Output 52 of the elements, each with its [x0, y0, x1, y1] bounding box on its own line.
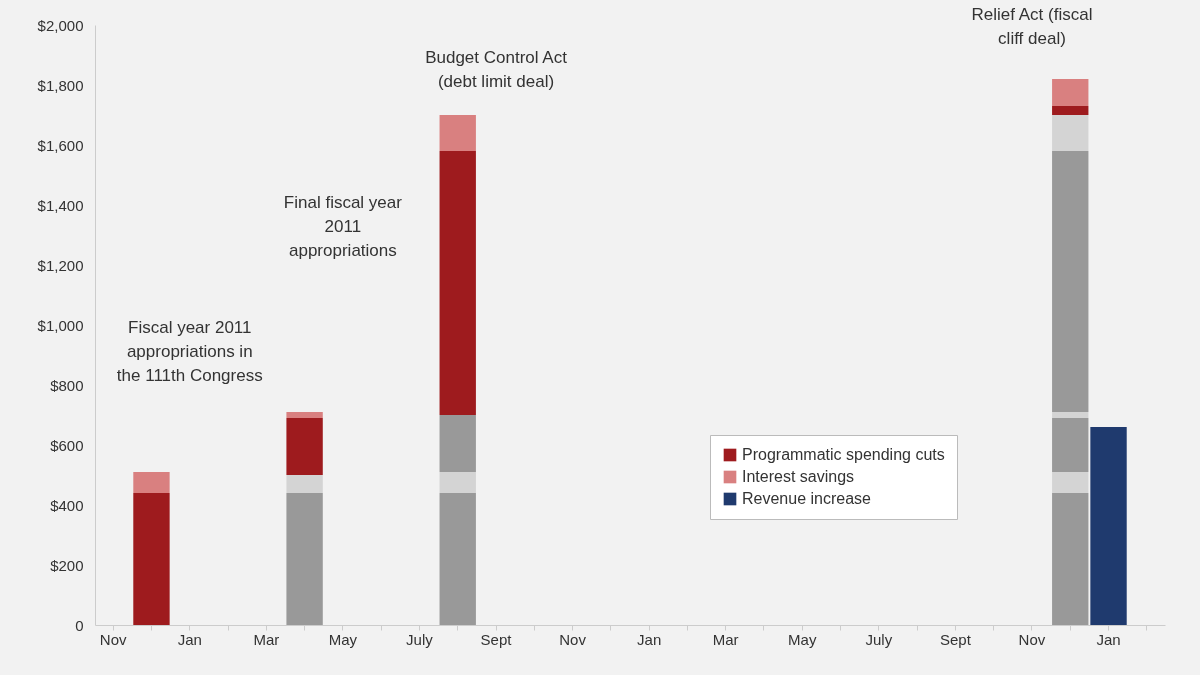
bar: [133, 472, 170, 493]
x-tick-label: Nov: [99, 630, 128, 648]
bar: [439, 151, 476, 415]
bar: [1052, 151, 1089, 412]
bar: [286, 493, 323, 625]
x-tick-label: July: [865, 630, 893, 648]
y-tick-label: $1,200: [37, 256, 84, 274]
bar: [439, 472, 476, 493]
legend-label: Programmatic spending cuts: [742, 446, 945, 463]
y-tick-label: $600: [50, 436, 84, 454]
annotation: Budget Control Act (debt limit deal): [425, 48, 568, 91]
annotation: Final fiscal year 2011 appropriations: [283, 193, 403, 260]
y-tick-label: $400: [50, 496, 84, 514]
bar: [1052, 115, 1089, 151]
x-tick-label: Nov: [559, 630, 587, 648]
y-tick-label: $1,800: [37, 76, 84, 94]
bar: [1052, 493, 1089, 625]
x-tick-label: July: [406, 630, 434, 648]
y-tick-label: $200: [50, 556, 84, 574]
bar: [1052, 472, 1089, 493]
x-tick-label: Mar: [712, 630, 739, 648]
bar: [1052, 418, 1089, 472]
y-tick-label: $1,600: [37, 136, 84, 154]
x-tick-label: Jan: [637, 630, 662, 648]
x-tick-label: May: [788, 630, 817, 648]
y-tick-label: 0: [75, 616, 84, 634]
legend-label: Interest savings: [742, 468, 855, 485]
bar: [133, 493, 170, 625]
bar: [439, 415, 476, 472]
bar: [1052, 412, 1089, 418]
legend-label: Revenue increase: [742, 490, 872, 507]
x-tick-label: Mar: [253, 630, 280, 648]
x-tick-label: Nov: [1018, 630, 1046, 648]
bar: [286, 412, 323, 418]
x-tick-label: Sept: [939, 630, 972, 648]
x-tick-label: Jan: [1096, 630, 1121, 648]
annotation: Relief Act (fiscal cliff deal): [971, 5, 1093, 48]
bar: [1090, 427, 1127, 625]
bar: [1052, 106, 1089, 115]
bar: [286, 418, 323, 475]
bar: [439, 493, 476, 625]
bar: [1052, 79, 1089, 106]
y-tick-label: $800: [50, 376, 84, 394]
y-tick-label: $1,400: [37, 196, 84, 214]
x-tick-label: Sept: [480, 630, 513, 648]
y-tick-label: $2,000: [37, 16, 84, 34]
y-tick-label: $1,000: [37, 316, 84, 334]
x-tick-label: May: [328, 630, 358, 648]
bar: [439, 115, 476, 151]
x-tick-label: Jan: [177, 630, 202, 648]
annotation: Fiscal year 2011 appropriations in the 111th Congress: [116, 318, 263, 385]
bar: [286, 475, 323, 493]
